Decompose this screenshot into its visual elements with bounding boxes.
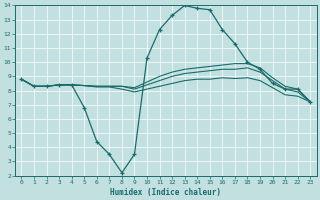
X-axis label: Humidex (Indice chaleur): Humidex (Indice chaleur) — [110, 188, 221, 197]
